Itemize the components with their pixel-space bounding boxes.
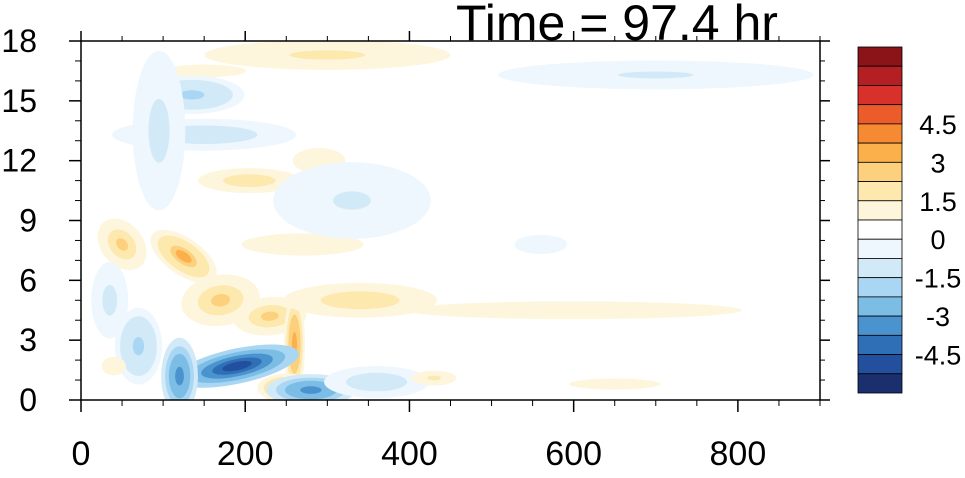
contour-level (175, 250, 192, 263)
contour-feature-22 (273, 162, 431, 239)
colorbar-box (857, 85, 903, 106)
y-tick-label: 12 (1, 143, 37, 179)
contour-feature-1 (150, 229, 217, 284)
contour-level (179, 90, 205, 100)
y-tick-label: 18 (1, 23, 37, 59)
colorbar-tick-label: 3 (930, 148, 945, 178)
x-tick-label: 200 (217, 435, 274, 473)
contour-level (108, 362, 119, 370)
contour-level (132, 336, 145, 356)
contour-feature-18 (162, 64, 247, 78)
x-tick-label: 400 (381, 435, 438, 473)
contour-feature-13 (405, 301, 742, 320)
contour-feature-25 (514, 234, 568, 255)
contour-level (222, 360, 252, 372)
contour-feature-17 (204, 41, 451, 70)
colorbar-box (857, 238, 903, 259)
contour-level (300, 386, 322, 394)
contour-feature-12 (283, 282, 438, 318)
colorbar-box (857, 161, 903, 182)
contour-level (105, 291, 115, 310)
colorbar-box (857, 219, 903, 240)
contour-feature-24 (569, 378, 661, 390)
contour-level (178, 67, 230, 75)
contour-level (617, 71, 694, 79)
colorbar-box (857, 200, 903, 221)
contour-feature-11 (411, 370, 457, 386)
contour-level (261, 311, 279, 321)
colorbar-box (857, 354, 903, 375)
contour-level (277, 239, 328, 250)
chart-title: Time = 97.4 hr (456, 0, 778, 51)
contour-feature-7 (161, 337, 198, 400)
colorbar-tick-label: -4.5 (915, 341, 962, 371)
contour-level (211, 294, 230, 307)
contour-feature-23 (498, 60, 814, 90)
contour-level (333, 191, 371, 210)
contour-level (182, 130, 227, 139)
y-tick-label: 0 (19, 382, 37, 418)
colorbar-box (857, 46, 903, 67)
y-tick-label: 15 (1, 83, 37, 119)
contour-feature-10 (324, 366, 430, 399)
contour-level (175, 366, 184, 386)
colorbar-box (857, 181, 903, 202)
colorbar-tick-label: -1.5 (915, 264, 962, 294)
contour-level (336, 294, 384, 306)
x-tick-label: 0 (72, 435, 91, 473)
contour-feature-27 (91, 261, 129, 339)
colorbar-box (857, 104, 903, 125)
contour-feature-0 (97, 218, 147, 271)
colorbar-box (857, 315, 903, 336)
colorbar-tick-label: 4.5 (919, 110, 957, 140)
colorbar-box (857, 334, 903, 355)
colorbar: 4.5 3 1.5 0 -1.5 -3 -4.5 (857, 46, 962, 394)
contour-level (233, 176, 266, 185)
colorbar-box (857, 258, 903, 279)
contour-level (116, 238, 128, 251)
colorbar-tick-label: -3 (926, 302, 950, 332)
contour-feature-6 (175, 344, 299, 388)
contour-feature-15 (198, 168, 301, 194)
y-tick-label: 3 (19, 322, 37, 358)
x-axis: 0 200 400 600 800 (72, 31, 821, 473)
y-tick-label: 9 (19, 203, 37, 239)
contour-feature-9 (114, 307, 163, 385)
contour-level (363, 378, 390, 386)
y-axis: 0 3 6 9 12 15 18 (1, 23, 830, 418)
colorbar-box (857, 65, 903, 86)
colorbar-tick-label: 0 (930, 225, 945, 255)
contour-level (472, 304, 675, 316)
contour-field (91, 41, 814, 400)
contour-level (289, 50, 366, 60)
x-tick-label: 800 (710, 435, 767, 473)
colorbar-tick-label: 1.5 (919, 187, 957, 217)
colorbar-box (857, 142, 903, 163)
colorbar-box (857, 123, 903, 144)
y-tick-label: 6 (19, 262, 37, 298)
contour-level (427, 375, 442, 381)
colorbar-box (857, 373, 903, 394)
colorbar-box (857, 277, 903, 298)
contour-feature-14 (241, 233, 364, 256)
contour-level (595, 381, 634, 387)
x-tick-label: 600 (545, 435, 602, 473)
contour-feature-21 (132, 50, 186, 211)
contour-level (152, 111, 166, 150)
colorbar-box (857, 296, 903, 317)
contour-feature-26 (101, 356, 127, 376)
contour-level (534, 242, 548, 247)
